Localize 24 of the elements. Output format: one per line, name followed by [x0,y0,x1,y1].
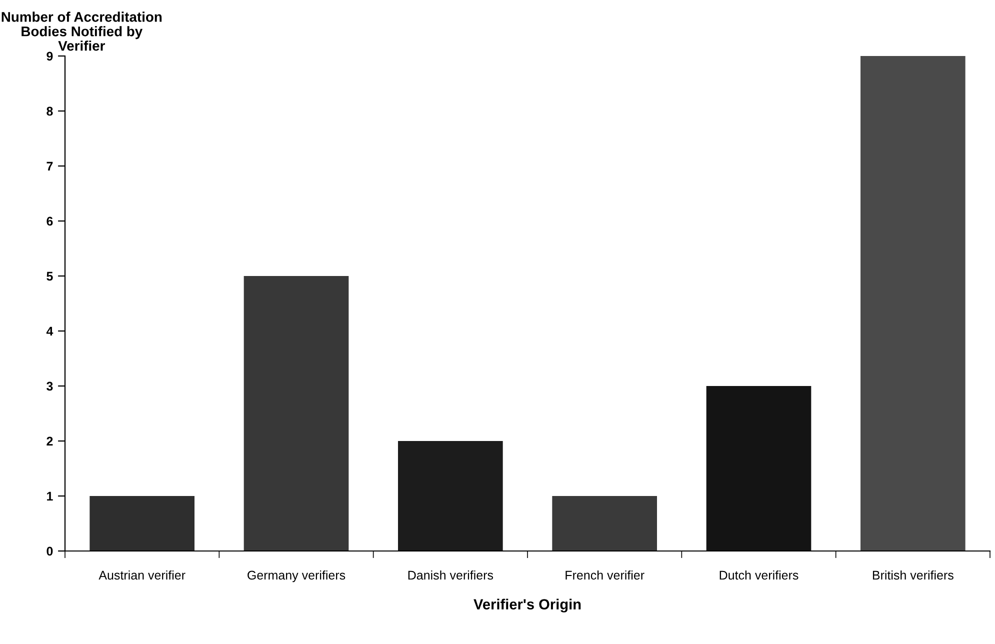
y-tick-label: 4 [46,326,54,336]
bar [860,56,966,551]
bar [244,276,349,551]
y-tick-label: 0 [46,546,53,556]
x-tick-label: Austrian verifier [98,570,186,580]
x-tick-label: Germany verifiers [248,570,346,582]
bar [552,496,657,551]
y-tick-label: 9 [46,52,53,61]
x-tick-label: Dutch verifiers [720,570,798,580]
x-tick-label: British verifiers [872,570,954,580]
y-tick-label: 3 [46,382,53,391]
x-tick-label: Danish verifiers [408,570,494,580]
y-tick-label: 6 [46,216,53,226]
bar [706,386,812,551]
bar [90,496,194,551]
y-tick-label: 1 [47,492,53,501]
y-tick-label: 7 [46,162,53,171]
y-axis-title: Number of Accreditation Bodies Notified by Verifier [2,12,162,51]
y-tick-label: 5 [46,272,53,281]
y-tick-label: 2 [46,436,53,446]
x-tick-label: French verifier [566,570,644,580]
x-axis-title: Verifier's Origin [474,598,581,612]
bar [398,441,503,551]
y-tick-label: 8 [46,106,53,116]
